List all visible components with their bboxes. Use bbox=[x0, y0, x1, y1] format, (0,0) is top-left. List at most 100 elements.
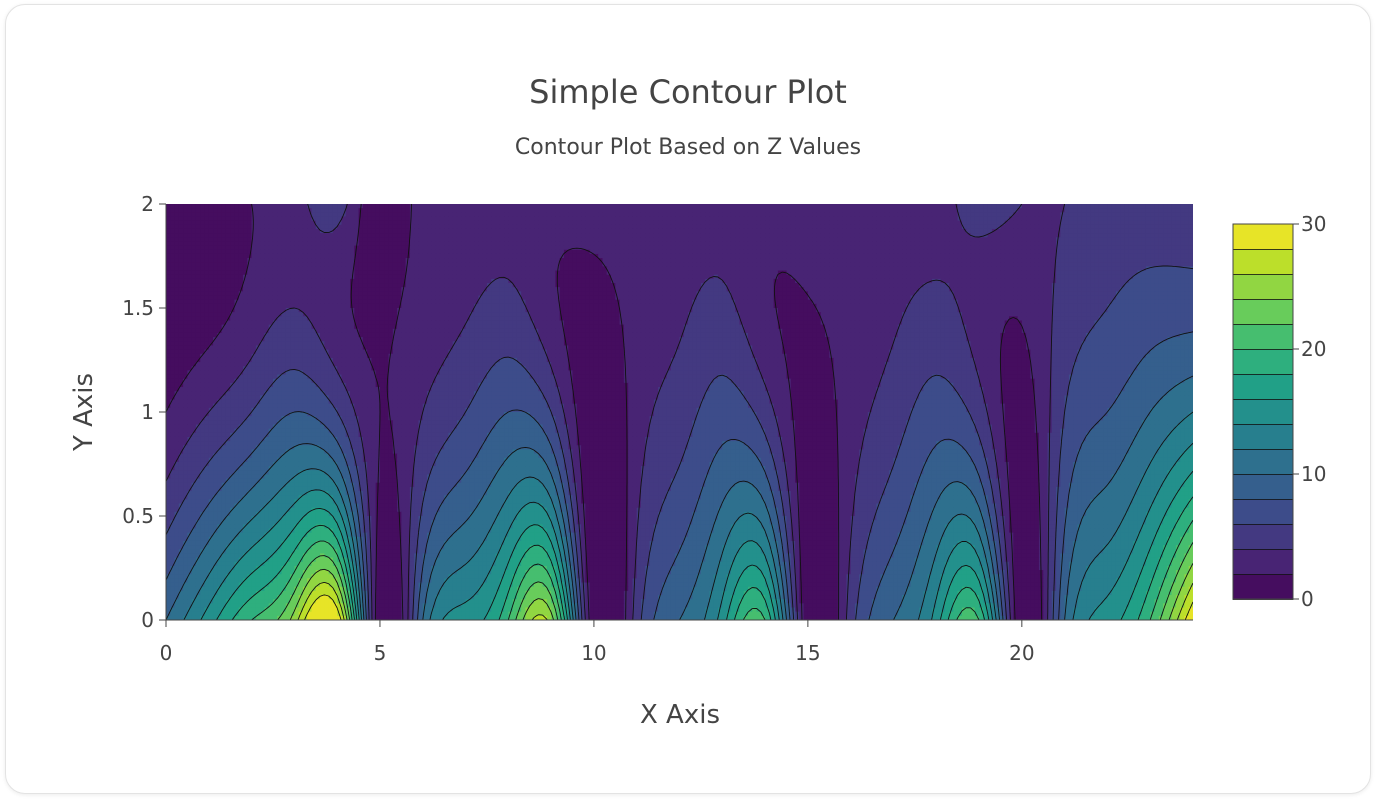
contour-cell bbox=[568, 283, 574, 288]
contour-cell bbox=[1167, 241, 1173, 247]
contour-cell bbox=[726, 204, 732, 209]
plot-area[interactable] bbox=[166, 204, 1194, 621]
contour-cell bbox=[427, 278, 432, 284]
contour-cell bbox=[692, 220, 698, 226]
contour-cell bbox=[217, 220, 223, 226]
contour-cell bbox=[1163, 208, 1168, 213]
contour-cell bbox=[863, 287, 869, 292]
contour-cell bbox=[375, 208, 381, 213]
contour-cell bbox=[944, 224, 950, 230]
contour-cell bbox=[337, 270, 343, 276]
contour-cell bbox=[1120, 283, 1126, 288]
contour-cell bbox=[178, 278, 184, 284]
contour-cell bbox=[559, 249, 565, 255]
contour-cell bbox=[320, 224, 325, 230]
contour-cell bbox=[666, 237, 672, 243]
contour-cell bbox=[563, 278, 569, 284]
contour-cell bbox=[350, 233, 355, 238]
contour-cell bbox=[1175, 233, 1181, 238]
contour-cell bbox=[529, 283, 535, 288]
contour-cell bbox=[204, 262, 210, 267]
contour-cell bbox=[328, 216, 334, 222]
contour-cell bbox=[200, 233, 206, 238]
contour-cell bbox=[692, 278, 698, 284]
contour-cell bbox=[979, 208, 984, 213]
contour-cell bbox=[409, 216, 415, 222]
contour-cell bbox=[820, 216, 826, 222]
contour-cell bbox=[191, 270, 197, 276]
contour-cell bbox=[516, 241, 522, 247]
contour-cell bbox=[1120, 220, 1126, 226]
contour-cell bbox=[927, 212, 933, 218]
contour-cell bbox=[747, 270, 753, 276]
contour-cell bbox=[790, 208, 796, 213]
contour-cell bbox=[889, 262, 895, 267]
contour-cell bbox=[859, 224, 865, 230]
contour-cell bbox=[1098, 270, 1104, 276]
contour-cell bbox=[773, 204, 779, 209]
contour-cell bbox=[183, 278, 188, 284]
contour-cell bbox=[769, 212, 775, 218]
contour-cell bbox=[957, 212, 963, 218]
contour-cell bbox=[829, 266, 835, 272]
contour-cell bbox=[670, 266, 676, 272]
contour-cell bbox=[718, 283, 723, 288]
contour-cell bbox=[576, 262, 582, 267]
contour-cell bbox=[371, 249, 377, 255]
contour-cell bbox=[842, 262, 847, 267]
contour-cell bbox=[730, 278, 736, 284]
contour-cell bbox=[919, 204, 925, 209]
contour-cell bbox=[1137, 274, 1143, 280]
contour-cell bbox=[272, 258, 278, 263]
contour-cell bbox=[645, 253, 651, 259]
contour-cell bbox=[435, 266, 441, 272]
contour-cell bbox=[311, 241, 317, 247]
contour-cell bbox=[1047, 212, 1053, 218]
contour-cell bbox=[444, 262, 450, 267]
contour-cell bbox=[837, 233, 843, 238]
contour-cell bbox=[465, 204, 471, 209]
contour-cell bbox=[1021, 266, 1027, 272]
contour-cell bbox=[996, 266, 1002, 272]
contour-cell bbox=[1124, 266, 1130, 272]
contour-cell bbox=[705, 237, 711, 243]
contour-cell bbox=[1073, 216, 1079, 222]
contour-cell bbox=[204, 274, 210, 280]
contour-cell bbox=[636, 278, 642, 284]
contour-cell bbox=[495, 204, 501, 209]
contour-cell bbox=[499, 212, 505, 218]
contour-cell bbox=[469, 249, 475, 255]
contour-cell bbox=[713, 241, 719, 247]
contour-cell bbox=[200, 237, 206, 243]
contour-cell bbox=[221, 270, 227, 276]
contour-cell bbox=[923, 241, 929, 247]
contour-cell bbox=[354, 233, 360, 238]
contour-cell bbox=[217, 237, 223, 243]
contour-cell bbox=[1094, 258, 1100, 263]
contour-cell bbox=[709, 287, 715, 292]
contour-cell bbox=[611, 220, 616, 226]
contour-cell bbox=[1090, 233, 1096, 238]
contour-cell bbox=[940, 249, 946, 255]
contour-cell bbox=[1167, 258, 1173, 263]
contour-cell bbox=[1145, 258, 1151, 263]
contour-cell bbox=[795, 278, 800, 284]
contour-cell bbox=[1158, 204, 1164, 209]
contour-cell bbox=[576, 274, 582, 280]
contour-cell bbox=[606, 208, 612, 213]
contour-cell bbox=[837, 249, 843, 255]
contour-cell bbox=[277, 212, 283, 218]
contour-cell bbox=[854, 274, 860, 280]
contour-cell bbox=[1026, 220, 1031, 226]
contour-cell bbox=[931, 237, 937, 243]
contour-cell bbox=[572, 274, 578, 280]
contour-cell bbox=[559, 228, 565, 234]
contour-cell bbox=[1030, 270, 1036, 276]
contour-cell bbox=[722, 287, 728, 292]
contour-cell bbox=[247, 208, 253, 213]
contour-cell bbox=[760, 245, 766, 251]
contour-cell bbox=[465, 283, 471, 288]
contour-cell bbox=[1073, 253, 1079, 259]
contour-cell bbox=[765, 253, 770, 259]
contour-cell bbox=[581, 233, 586, 238]
